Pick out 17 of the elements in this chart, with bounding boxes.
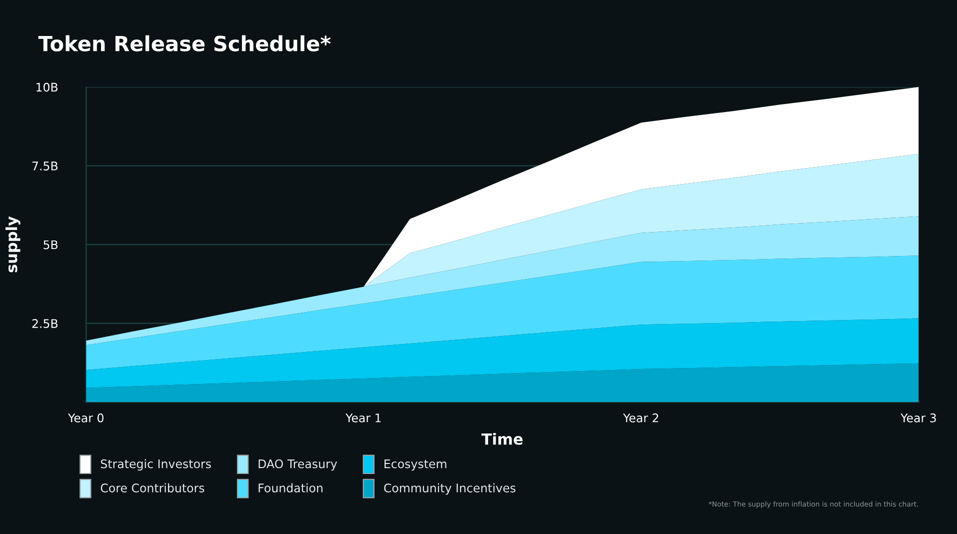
legend-label: DAO Treasury: [258, 459, 338, 471]
legend-label: Ecosystem: [384, 460, 446, 471]
y-tick-label: 10B: [36, 82, 58, 92]
legend-label: Foundation: [258, 483, 322, 492]
legend-label: Strategic Investors: [100, 459, 211, 471]
legend-label: Core Contributors: [100, 483, 204, 492]
x-tick-label: Year 3: [900, 413, 936, 422]
y-tick-label: 7.5B: [32, 162, 58, 170]
legend-label: Community Incentives: [384, 483, 516, 495]
y-axis-title: supply: [5, 216, 20, 272]
x-tick-label: Year 2: [623, 413, 658, 422]
chart-title: Token Release Schedule*: [38, 35, 331, 52]
x-tick-label: Year 0: [68, 413, 104, 422]
y-tick-label: 2.5B: [32, 319, 58, 328]
x-axis-title: Time: [482, 432, 523, 445]
y-tick-label: 5B: [44, 240, 58, 250]
x-tick-label: Year 1: [346, 414, 381, 422]
